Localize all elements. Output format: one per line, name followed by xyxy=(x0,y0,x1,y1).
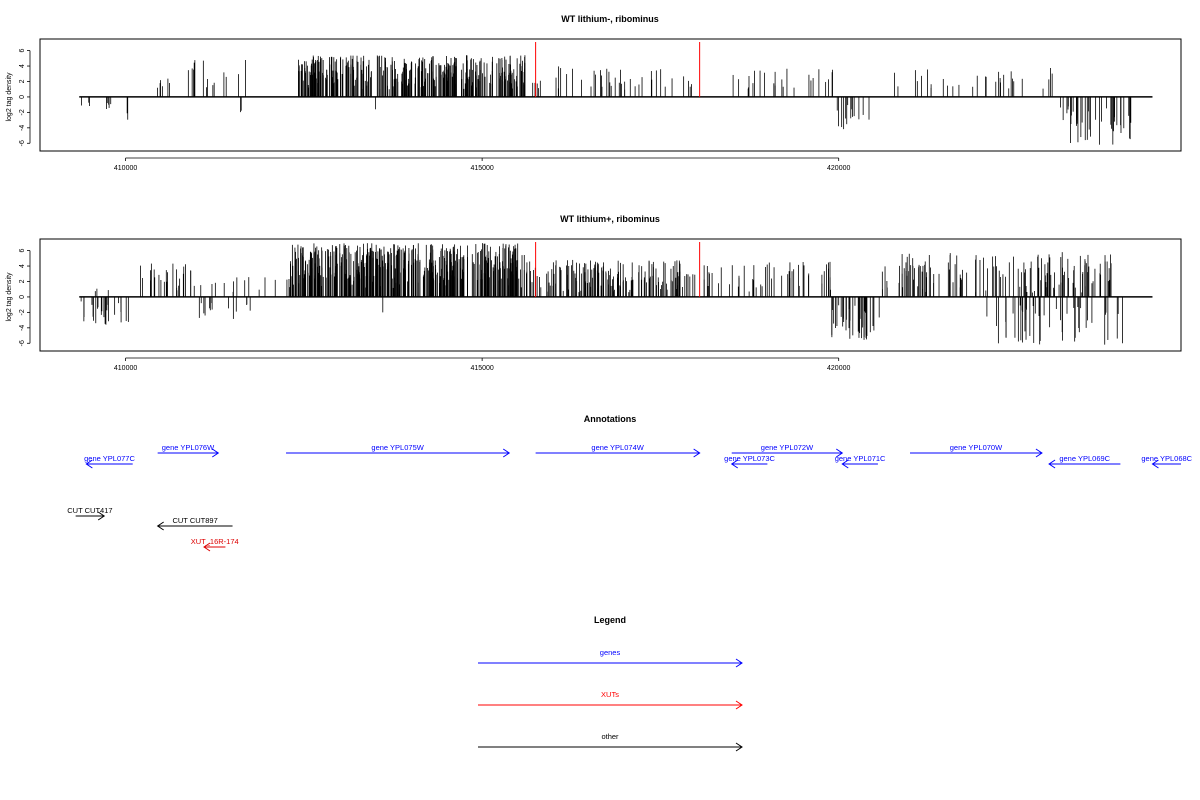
y-tick-label: 6 xyxy=(19,49,26,53)
y-axis: -6 -4 -2 0 2 4 6 xyxy=(19,249,31,346)
legend-item: XUTs xyxy=(478,690,743,710)
feature-label: CUT CUT897 xyxy=(172,516,217,525)
y-tick-label: 4 xyxy=(19,64,26,68)
feature-gene: gene YPL068C xyxy=(1141,454,1193,469)
feature-gene: gene YPL070W xyxy=(910,443,1043,458)
arrow-head xyxy=(735,700,743,710)
y-tick-label: -6 xyxy=(19,340,26,346)
plot-frame xyxy=(39,238,1182,352)
legend-label: other xyxy=(601,732,619,741)
feature-other: CUT CUT897 xyxy=(156,516,233,531)
arrow-head xyxy=(212,448,220,458)
feature-gene: gene YPL074W xyxy=(535,443,701,458)
feature-other: CUT CUT417 xyxy=(67,506,113,521)
feature-gene: gene YPL075W xyxy=(286,443,511,458)
y-tick-label: 4 xyxy=(19,264,26,268)
y-tick-label: -2 xyxy=(19,109,26,115)
feature-gene: gene YPL069C xyxy=(1048,454,1121,469)
legend-item: other xyxy=(478,732,743,752)
legend-label: genes xyxy=(600,648,621,657)
x-tick-label: 410000 xyxy=(114,365,137,372)
legend: Legend genes XUTs other xyxy=(478,615,743,752)
y-axis-label: log2 tag density xyxy=(6,272,13,322)
feature-label: gene YPL075W xyxy=(371,443,424,452)
feature-label: XUT_16R-174 xyxy=(191,537,239,546)
feature-label: gene YPL077C xyxy=(84,454,135,463)
arrow-head xyxy=(502,448,511,458)
y-axis-label: log2 tag density xyxy=(6,72,13,122)
y-tick-label: -2 xyxy=(19,309,26,315)
arrow-head xyxy=(841,459,849,469)
arrow-head xyxy=(85,459,93,469)
legend-items: genes XUTs other xyxy=(478,648,743,752)
arrow-head xyxy=(1035,448,1043,458)
arrow-head xyxy=(156,521,164,531)
arrow-head xyxy=(97,511,106,521)
y-tick-label: -4 xyxy=(19,125,26,131)
x-tick-label: 410000 xyxy=(114,165,137,172)
x-axis: 410000 415000 420000 xyxy=(114,157,850,172)
feature-gene: gene YPL072W xyxy=(731,443,844,458)
annotations-title: Annotations xyxy=(584,414,637,424)
y-tick-label: 2 xyxy=(19,79,26,83)
feature-label: gene YPL072W xyxy=(761,443,814,452)
x-axis: 410000 415000 420000 xyxy=(114,357,850,372)
arrow-head xyxy=(1151,459,1159,469)
feature-label: gene YPL074W xyxy=(591,443,644,452)
feature-gene: gene YPL076W xyxy=(157,443,220,458)
feature-label: gene YPL068C xyxy=(1141,454,1192,463)
feature-xut: XUT_16R-174 xyxy=(191,537,239,552)
arrow-head xyxy=(735,658,743,668)
feature-label: gene YPL076W xyxy=(162,443,215,452)
panel-title: WT lithium+, ribominus xyxy=(560,214,660,224)
legend-title: Legend xyxy=(594,615,626,625)
feature-gene: gene YPL071C xyxy=(835,454,886,469)
arrow-head xyxy=(730,459,739,469)
feature-label: gene YPL070W xyxy=(950,443,1003,452)
y-tick-label: 0 xyxy=(19,95,26,99)
red-markers xyxy=(535,42,701,97)
x-tick-label: 415000 xyxy=(470,165,493,172)
density-bars xyxy=(80,243,1123,345)
x-tick-label: 420000 xyxy=(827,365,850,372)
y-axis: -6 -4 -2 0 2 4 6 xyxy=(19,49,31,146)
legend-item: genes xyxy=(478,648,743,668)
legend-label: XUTs xyxy=(601,690,619,699)
x-tick-label: 420000 xyxy=(827,165,850,172)
plot-frame xyxy=(39,38,1182,152)
density-bars xyxy=(81,55,1132,145)
feature-label: CUT CUT417 xyxy=(67,506,112,515)
feature-label: gene YPL071C xyxy=(835,454,886,463)
y-tick-label: 0 xyxy=(19,295,26,299)
panel-lithium-plus: WT lithium+, ribominus log2 tag density … xyxy=(6,214,1182,372)
arrow-head xyxy=(693,448,701,458)
y-tick-label: -4 xyxy=(19,325,26,331)
feature-label: gene YPL073C xyxy=(724,454,775,463)
feature-list: gene YPL077C gene YPL076W gene YPL075W gene… xyxy=(67,443,1193,552)
arrow-head xyxy=(203,542,211,552)
feature-label: gene YPL069C xyxy=(1059,454,1110,463)
arrow-head xyxy=(835,448,844,458)
y-tick-label: -6 xyxy=(19,140,26,146)
feature-gene: gene YPL073C xyxy=(724,454,776,469)
arrow-head xyxy=(735,742,743,752)
x-tick-label: 415000 xyxy=(470,365,493,372)
panel-title: WT lithium-, ribominus xyxy=(561,14,659,24)
y-tick-label: 2 xyxy=(19,279,26,283)
red-markers xyxy=(535,242,701,297)
y-tick-label: 6 xyxy=(19,249,26,253)
panel-lithium-minus: WT lithium-, ribominus log2 tag density … xyxy=(6,14,1182,172)
feature-gene: gene YPL077C xyxy=(84,454,135,469)
arrow-head xyxy=(1048,459,1056,469)
